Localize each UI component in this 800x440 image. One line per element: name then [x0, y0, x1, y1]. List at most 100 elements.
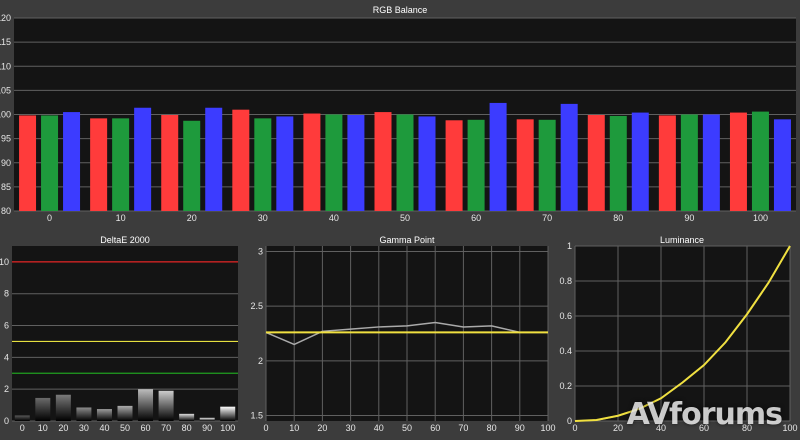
- rgb-balance-bar-red: [445, 120, 463, 211]
- rgb-balance-y-tick: 115: [0, 37, 11, 47]
- rgb-balance-bar-blue: [418, 116, 436, 211]
- luminance-y-tick: 1: [567, 241, 572, 251]
- rgb-balance-bar-blue: [773, 119, 791, 211]
- luminance-x-tick: 0: [572, 423, 577, 433]
- deltae-y-tick: 8: [4, 289, 9, 299]
- gamma-x-tick: 100: [540, 423, 555, 433]
- luminance-line-target: [574, 245, 791, 422]
- rgb-balance-bar-red: [729, 112, 747, 211]
- rgb-balance-y-tick: 120: [0, 13, 11, 23]
- rgb-balance-bar-blue: [205, 107, 223, 211]
- gamma-y-tick: 1.5: [250, 411, 263, 421]
- rgb-balance-bar-green: [467, 119, 485, 211]
- deltae-x-tick: 30: [79, 423, 89, 433]
- rgb-balance-bar-blue: [63, 112, 81, 211]
- rgb-balance-bar-blue: [134, 107, 152, 211]
- deltae-bar: [179, 413, 195, 421]
- luminance-x-tick: 80: [742, 423, 752, 433]
- luminance-plot-area: [575, 246, 790, 421]
- rgb-balance-bar-red: [587, 114, 605, 211]
- deltae-bar: [158, 390, 174, 421]
- rgb-balance-x-tick: 50: [400, 213, 410, 223]
- rgb-balance-bar-red: [303, 113, 321, 211]
- deltae-x-tick: 60: [141, 423, 151, 433]
- rgb-balance-x-tick: 20: [187, 213, 197, 223]
- rgb-balance-bar-red: [90, 118, 108, 211]
- deltae-bar: [199, 417, 215, 421]
- deltae-bar: [117, 405, 133, 421]
- rgb-balance-x-tick: 10: [116, 213, 126, 223]
- rgb-balance-bar-red: [374, 112, 392, 211]
- deltae-y-tick: 0: [4, 416, 9, 426]
- rgb-balance-bar-green: [396, 114, 414, 211]
- luminance-y-tick: 0.8: [559, 276, 572, 286]
- deltae-x-tick: 10: [38, 423, 48, 433]
- rgb-balance-bar-green: [609, 115, 627, 211]
- gamma-x-tick: 0: [263, 423, 268, 433]
- deltae-plot-area: [12, 246, 238, 421]
- gamma-y-tick: 3: [258, 246, 263, 256]
- rgb-balance-bar-blue: [631, 112, 649, 211]
- gamma-x-tick: 30: [346, 423, 356, 433]
- gamma-y-tick: 2.5: [250, 301, 263, 311]
- gamma-title: Gamma Point: [379, 235, 435, 245]
- luminance-y-tick: 0.6: [559, 311, 572, 321]
- rgb-balance-y-tick: 100: [0, 110, 11, 120]
- rgb-balance-x-tick: 60: [471, 213, 481, 223]
- gamma-x-tick: 50: [402, 423, 412, 433]
- gamma-x-tick: 10: [289, 423, 299, 433]
- gamma-x-tick: 60: [430, 423, 440, 433]
- gamma-line-measured: [265, 321, 548, 346]
- deltae-x-tick: 80: [182, 423, 192, 433]
- luminance-x-tick: 20: [613, 423, 623, 433]
- deltae-x-tick: 40: [99, 423, 109, 433]
- deltae-y-tick: 6: [4, 321, 9, 331]
- rgb-balance-bar-red: [232, 109, 250, 211]
- deltae-x-tick: 90: [202, 423, 212, 433]
- gamma-y-tick: 2: [258, 356, 263, 366]
- rgb-balance-bar-green: [538, 119, 556, 211]
- luminance-x-tick: 100: [782, 423, 797, 433]
- deltae-bar: [35, 397, 51, 421]
- deltae-x-tick: 100: [220, 423, 235, 433]
- rgb-balance-bar-green: [254, 118, 272, 211]
- deltae-x-tick: 50: [120, 423, 130, 433]
- deltae-bar: [55, 394, 71, 421]
- rgb-balance-bar-blue: [276, 116, 294, 211]
- luminance-title: Luminance: [660, 235, 704, 245]
- rgb-balance-bar-blue: [347, 114, 365, 211]
- luminance-y-tick: 0.2: [559, 381, 572, 391]
- gamma-x-tick: 20: [317, 423, 327, 433]
- deltae-bar: [76, 407, 92, 421]
- rgb-balance-bar-green: [751, 111, 769, 211]
- rgb-balance-y-tick: 95: [1, 134, 11, 144]
- rgb-balance-x-tick: 90: [684, 213, 694, 223]
- deltae-y-tick: 4: [4, 352, 9, 362]
- gamma-x-tick: 80: [487, 423, 497, 433]
- rgb-balance-x-tick: 30: [258, 213, 268, 223]
- rgb-balance-x-tick: 80: [613, 213, 623, 223]
- rgb-balance-bar-red: [516, 119, 534, 211]
- rgb-balance-x-tick: 70: [542, 213, 552, 223]
- deltae-x-tick: 0: [20, 423, 25, 433]
- rgb-balance-bar-red: [658, 115, 676, 211]
- avforums-watermark: AVforums: [626, 397, 783, 432]
- rgb-balance-bar-red: [161, 114, 179, 211]
- deltae-bar: [138, 389, 154, 421]
- gamma-x-tick: 40: [374, 423, 384, 433]
- rgb-balance-y-tick: 105: [0, 85, 11, 95]
- luminance-x-tick: 40: [656, 423, 666, 433]
- rgb-balance-x-tick: 100: [753, 213, 768, 223]
- rgb-balance-y-tick: 85: [1, 182, 11, 192]
- deltae-bar: [96, 409, 112, 421]
- rgb-balance-y-tick: 110: [0, 61, 11, 71]
- luminance-y-tick: 0: [567, 416, 572, 426]
- rgb-balance-bar-green: [112, 118, 130, 211]
- rgb-balance-bar-blue: [702, 114, 720, 211]
- luminance-x-tick: 60: [699, 423, 709, 433]
- rgb-balance-y-tick: 90: [1, 158, 11, 168]
- rgb-balance-title: RGB Balance: [373, 5, 428, 15]
- deltae-title: DeltaE 2000: [100, 235, 150, 245]
- rgb-balance-bar-green: [325, 114, 343, 211]
